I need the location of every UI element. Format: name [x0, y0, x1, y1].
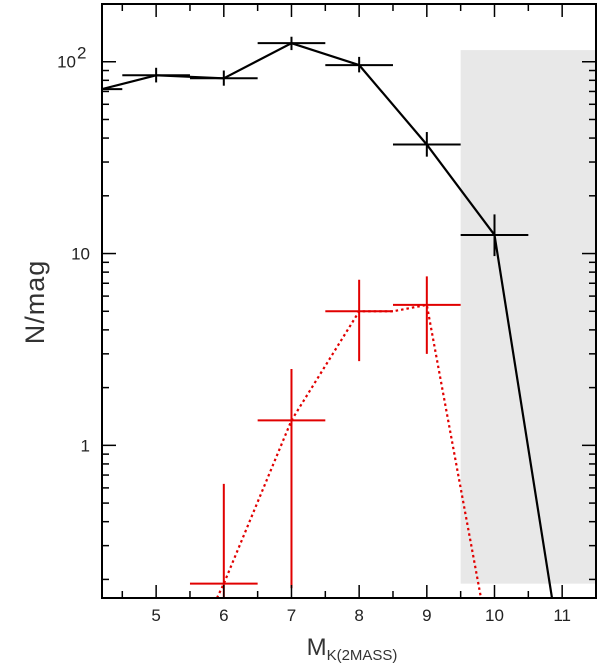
x-axis-title-main: M [307, 634, 327, 661]
x-tick-label: 5 [151, 606, 160, 625]
y-tick-label: 10 [57, 53, 76, 72]
series-layer [102, 36, 554, 598]
shaded-region-rect [460, 50, 596, 584]
series-1 [189, 276, 483, 598]
x-tick-label: 11 [553, 606, 571, 625]
series-1-line [216, 303, 483, 598]
x-tick-label: 8 [354, 606, 363, 625]
x-tick-label: 9 [422, 606, 431, 625]
x-axis-title: MK(2MASS) [307, 634, 398, 664]
x-tick-label: 10 [485, 606, 504, 625]
axis-ticks [102, 3, 597, 598]
y-axis-title: N/mag [20, 260, 50, 345]
plot-frame [101, 3, 597, 599]
series-0 [102, 36, 554, 598]
y-tick-label: 10 [71, 245, 90, 264]
x-tick-label: 6 [219, 606, 228, 625]
shaded-region [460, 50, 596, 584]
y-tick-label: 1 [81, 436, 90, 455]
x-tick-label: 7 [287, 606, 296, 625]
y-tick-label-exponent: 2 [77, 44, 86, 63]
x-axis-title-subscript: K(2MASS) [327, 647, 398, 664]
